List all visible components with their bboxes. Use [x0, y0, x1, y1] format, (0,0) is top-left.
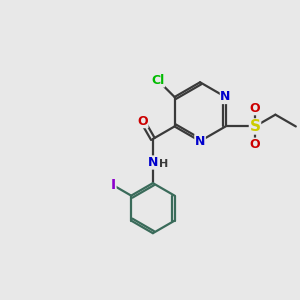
Text: S: S	[250, 119, 260, 134]
Text: O: O	[250, 102, 260, 115]
Text: O: O	[250, 138, 260, 151]
Text: Cl: Cl	[151, 74, 164, 87]
Text: N: N	[148, 156, 158, 169]
Text: H: H	[159, 159, 168, 169]
Text: N: N	[195, 135, 205, 148]
Text: O: O	[137, 115, 148, 128]
Text: I: I	[111, 178, 116, 192]
Text: N: N	[220, 91, 231, 103]
